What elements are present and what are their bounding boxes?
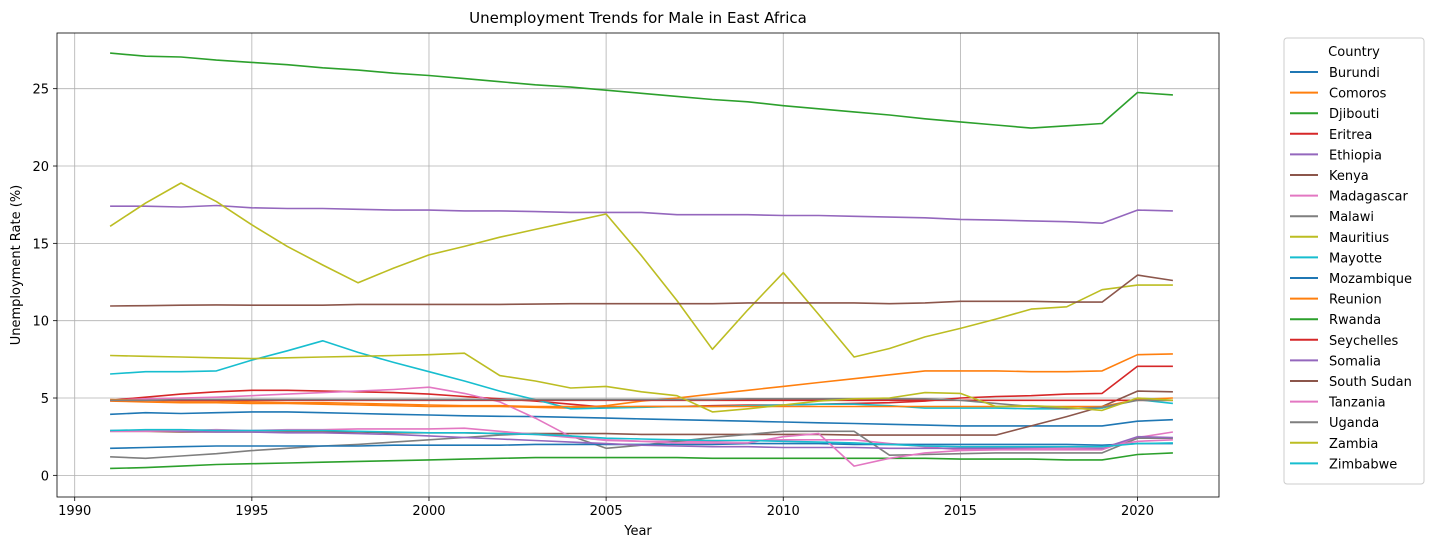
series-line-mayotte <box>110 339 1173 410</box>
series-line-ethiopia <box>110 204 1173 224</box>
legend-item-mauritius: Mauritius <box>1290 231 1389 246</box>
series-line-rwanda <box>110 452 1173 470</box>
legend-item-mayotte: Mayotte <box>1290 251 1382 266</box>
axis-ticks: 1990 1995 2000 2005 2010 2015 2020 0 5 10 15 20 25 <box>32 83 1154 519</box>
legend-label: Burundi <box>1329 66 1380 81</box>
series-line-burundi <box>110 411 1173 427</box>
legend-label: Mayotte <box>1329 251 1382 266</box>
legend-item-madagascar: Madagascar <box>1290 190 1409 205</box>
x-tick-label: 1990 <box>58 504 91 519</box>
legend-item-malawi: Malawi <box>1290 210 1374 225</box>
legend-item-zambia: Zambia <box>1290 437 1378 452</box>
y-tick-label: 10 <box>32 315 49 330</box>
series-line-zimbabwe <box>110 428 1173 448</box>
series-line-somalia <box>110 429 1173 450</box>
legend-item-reunion: Reunion <box>1290 293 1382 308</box>
legend-label: Zambia <box>1329 437 1378 452</box>
series-line-djibouti <box>110 52 1173 129</box>
x-tick-label: 2005 <box>590 504 623 519</box>
legend-label: South Sudan <box>1329 375 1412 390</box>
legend-item-burundi: Burundi <box>1290 66 1380 81</box>
legend-label: Mauritius <box>1329 231 1389 246</box>
y-tick-label: 25 <box>32 83 49 98</box>
legend-item-comoros: Comoros <box>1290 87 1387 102</box>
legend-label: Somalia <box>1329 354 1381 369</box>
series-line-zambia <box>110 352 1173 413</box>
legend-label: Madagascar <box>1329 190 1409 205</box>
legend-label: Mozambique <box>1329 272 1412 287</box>
legend-label: Seychelles <box>1329 334 1399 349</box>
y-tick-label: 5 <box>41 392 49 407</box>
legend-item-somalia: Somalia <box>1290 354 1381 369</box>
chart-title: Unemployment Trends for Male in East Afr… <box>469 9 807 27</box>
legend-label: Djibouti <box>1329 107 1379 122</box>
legend: Country Burundi Comoros Djibouti Eritrea Eth… <box>1283 37 1425 485</box>
legend-item-rwanda: Rwanda <box>1290 313 1381 328</box>
legend-item-seychelles: Seychelles <box>1290 334 1399 349</box>
legend-label: Reunion <box>1329 293 1382 308</box>
x-tick-label: 2010 <box>767 504 800 519</box>
y-tick-label: 0 <box>41 469 49 484</box>
legend-label: Malawi <box>1329 210 1374 225</box>
legend-label: Tanzania <box>1328 396 1386 411</box>
x-tick-label: 2015 <box>944 504 977 519</box>
legend-label: Eritrea <box>1329 128 1372 143</box>
grid <box>57 33 1219 497</box>
series-line-uganda <box>110 397 1173 410</box>
legend-item-south-sudan: South Sudan <box>1290 375 1412 390</box>
legend-label: Comoros <box>1329 87 1387 102</box>
legend-label: Uganda <box>1329 416 1379 431</box>
x-axis-label: Year <box>623 524 652 539</box>
legend-label: Rwanda <box>1329 313 1381 328</box>
legend-title: Country <box>1328 45 1380 60</box>
legend-item-djibouti: Djibouti <box>1290 107 1379 122</box>
legend-box <box>1283 37 1425 485</box>
y-tick-label: 20 <box>32 160 49 175</box>
series-line-south-sudan <box>110 274 1174 307</box>
legend-label: Ethiopia <box>1329 148 1382 163</box>
x-tick-label: 2020 <box>1121 504 1154 519</box>
y-axis-label: Unemployment Rate (%) <box>9 185 24 346</box>
legend-item-mozambique: Mozambique <box>1290 272 1412 287</box>
legend-item-eritrea: Eritrea <box>1290 128 1372 143</box>
legend-item-zimbabwe: Zimbabwe <box>1290 457 1397 472</box>
legend-label: Zimbabwe <box>1329 457 1397 472</box>
series-lines <box>109 52 1174 470</box>
legend-item-kenya: Kenya <box>1290 169 1369 184</box>
plot-area-frame <box>56 32 1220 498</box>
legend-item-uganda: Uganda <box>1290 416 1379 431</box>
y-tick-label: 15 <box>32 237 49 252</box>
x-tick-label: 1995 <box>235 504 268 519</box>
series-line-mauritius <box>109 182 1173 358</box>
legend-label: Kenya <box>1329 169 1369 184</box>
legend-item-ethiopia: Ethiopia <box>1290 148 1382 163</box>
x-tick-label: 2000 <box>412 504 445 519</box>
legend-item-tanzania: Tanzania <box>1290 396 1386 411</box>
